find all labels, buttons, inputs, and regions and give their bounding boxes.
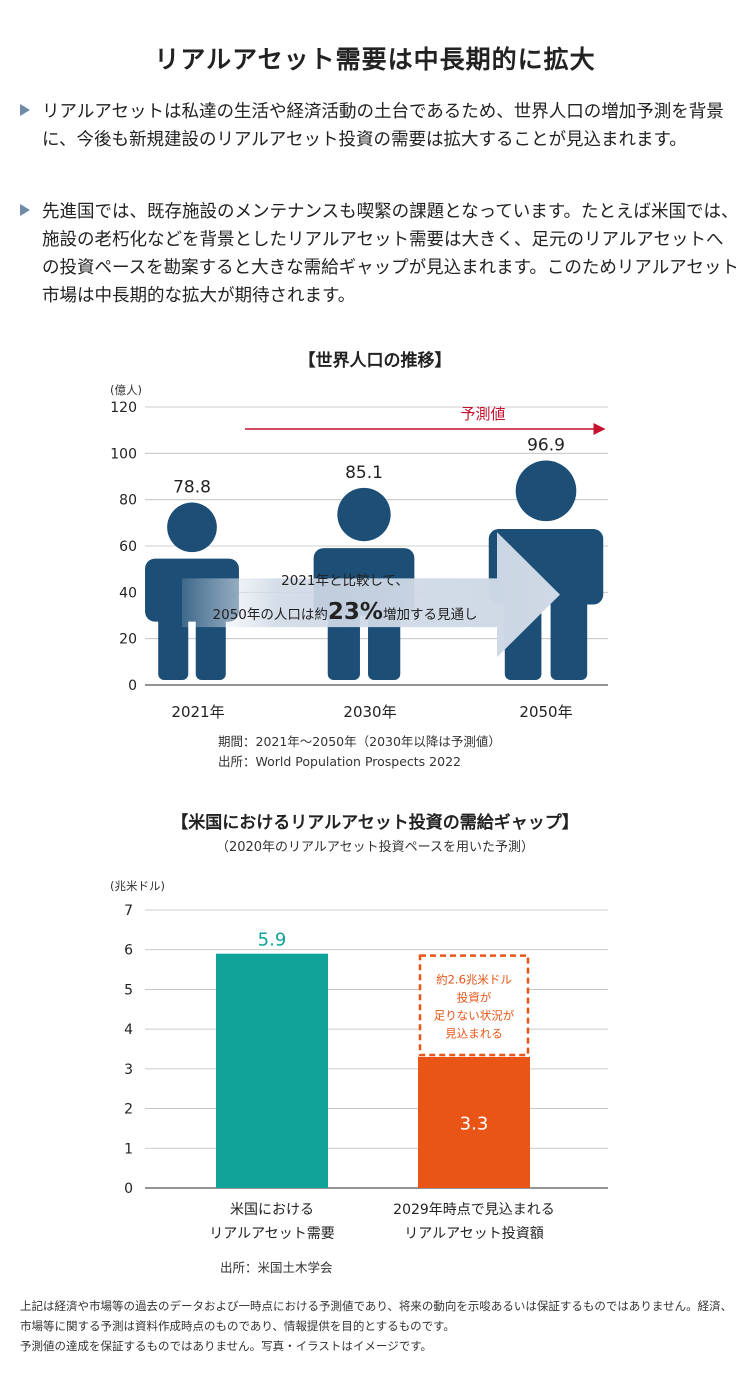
population-chart-title: 【世界人口の推移】 — [298, 351, 452, 371]
gap-label-line: 見込まれる — [445, 1026, 503, 1040]
gap-label-line: 投資が — [457, 990, 492, 1004]
gap-box — [418, 954, 530, 1057]
person-left-leg — [158, 606, 189, 680]
investment-value-label: 3.3 — [460, 1113, 489, 1134]
y-tick-label: 60 — [119, 539, 137, 555]
gap-label-line: 足りない状況が — [434, 1008, 515, 1022]
y-tick-label: 5 — [124, 982, 133, 998]
y-tick-label: 80 — [119, 493, 137, 509]
y-tick-label: 0 — [128, 678, 137, 694]
page-title: リアルアセット需要は中長期的に拡大 — [154, 45, 596, 74]
demand-value-label: 5.9 — [258, 930, 287, 951]
disclaimer-text: 予測値の達成を保証するものではありません。写真・イラストはイメージです。 — [20, 1339, 433, 1353]
investment-bar — [418, 1056, 530, 1188]
x-tick-label: リアルアセット需要 — [209, 1226, 335, 1242]
population-period-note: 期間：2021年～2050年（2030年以降は予測値） — [218, 734, 501, 749]
x-tick-label: 2021年 — [171, 703, 224, 720]
gap-chart-subtitle: （2020年のリアルアセット投資ペースを用いた予測） — [215, 840, 535, 855]
gap-source-note: 出所：米国土木学会 — [220, 1260, 333, 1275]
x-tick-label: 2030年 — [343, 703, 396, 720]
bullet-text: リアルアセットは私達の生活や経済活動の土台であるため、世界人口の増加予測を背景に… — [42, 102, 724, 150]
population-chart: (億人) 0 20 40 60 80 100 120 78.8 2021年 85.1 2030年 96.… — [110, 383, 608, 720]
population-value-label: 96.9 — [527, 436, 565, 456]
x-tick-label: リアルアセット投資額 — [404, 1226, 544, 1242]
gap-label-line: 約2.6兆米ドル — [436, 972, 512, 986]
gap-chart-title: 【米国におけるリアルアセット投資の需給ギャップ】 — [171, 813, 579, 833]
x-tick-label: 2029年時点で見込まれる — [393, 1202, 555, 1218]
x-tick-label: 2050年 — [519, 703, 572, 720]
growth-arrow — [182, 532, 560, 658]
population-value-label: 85.1 — [345, 463, 383, 483]
person-head — [515, 460, 577, 522]
growth-annotation-line1: 2021年と比較して、 — [281, 573, 409, 589]
y-tick-label: 3 — [124, 1062, 133, 1078]
bullet-item: 先進国では、既存施設のメンテナンスも喫緊の課題となっています。たとえば米国では、… — [20, 198, 740, 310]
y-tick-label: 4 — [124, 1022, 133, 1038]
y-axis-unit: (億人) — [110, 383, 142, 397]
y-tick-label: 100 — [110, 446, 137, 462]
triangle-bullet-icon — [20, 204, 30, 216]
y-tick-label: 1 — [124, 1141, 133, 1157]
y-tick-label: 20 — [119, 632, 137, 648]
x-tick-label: 米国における — [230, 1202, 314, 1218]
y-tick-label: 120 — [110, 400, 137, 416]
growth-annotation-suffix: 増加する見通し — [383, 607, 478, 623]
forecast-label: 予測値 — [460, 405, 505, 423]
growth-annotation-prefix: 2050年の人口は約 — [213, 607, 328, 623]
y-tick-label: 40 — [119, 585, 137, 601]
bullet-item: リアルアセットは私達の生活や経済活動の土台であるため、世界人口の増加予測を背景に… — [20, 98, 740, 154]
disclaimer: 上記は経済や市場等の過去のデータおよび一時点における予測値であり、将来の動向を示… — [20, 1296, 735, 1356]
person-right-leg — [550, 589, 588, 680]
disclaimer-text: 上記は経済や市場等の過去のデータおよび一時点における予測値であり、将来の動向を示… — [20, 1299, 733, 1333]
y-tick-label: 7 — [124, 903, 133, 919]
growth-annotation-highlight: 23% — [328, 599, 383, 625]
person-head — [167, 502, 217, 553]
demand-bar — [216, 953, 328, 1188]
person-head — [337, 487, 391, 542]
growth-annotation-line2: 2050年の人口は約23%増加する見通し — [213, 599, 478, 625]
y-tick-label: 2 — [124, 1102, 133, 1118]
population-value-label: 78.8 — [173, 477, 211, 497]
y-tick-label: 0 — [124, 1181, 133, 1197]
population-source-note: 出所：World Population Prospects 2022 — [218, 754, 461, 769]
triangle-bullet-icon — [20, 104, 30, 116]
bullet-text: 先進国では、既存施設のメンテナンスも喫緊の課題となっています。たとえば米国では、… — [42, 202, 739, 306]
y-axis-unit: (兆米ドル) — [110, 879, 165, 893]
y-tick-label: 6 — [124, 943, 133, 959]
